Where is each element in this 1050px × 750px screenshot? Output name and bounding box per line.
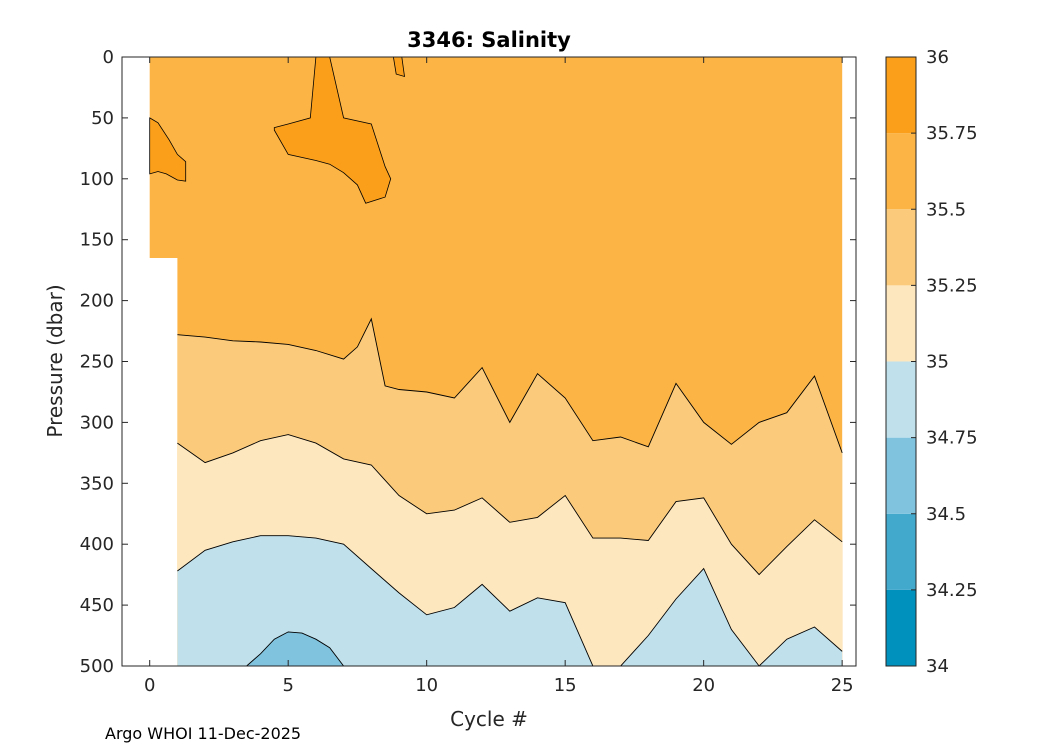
- footer-credit: Argo WHOI 11-Dec-2025: [105, 724, 302, 743]
- colorbar-swatch: [886, 589, 916, 666]
- colorbar-swatch: [886, 133, 916, 210]
- band-35.75-36-patch: [273, 56, 392, 204]
- y-tick-label: 450: [80, 595, 114, 616]
- colorbar-swatch: [886, 513, 916, 590]
- x-tick-label: 5: [282, 675, 293, 696]
- y-tick-label: 200: [80, 291, 114, 312]
- colorbar-tick-label: 34.75: [926, 428, 978, 449]
- contour-line: [177, 535, 843, 667]
- y-tick-label: 50: [91, 108, 114, 129]
- band-34.75-35: [177, 535, 843, 666]
- plot-region: [122, 56, 856, 667]
- colorbar-swatch: [886, 361, 916, 438]
- y-tick-label: 250: [80, 352, 114, 373]
- colorbar-tick-label: 36: [926, 47, 949, 68]
- x-tick-label: 10: [415, 675, 438, 696]
- y-tick-label: 0: [103, 47, 114, 68]
- colorbar-tick-label: 35.25: [926, 275, 978, 296]
- y-tick-label: 400: [80, 534, 114, 555]
- colorbar-tick-label: 35.75: [926, 123, 978, 144]
- colorbar-tick-label: 34.25: [926, 580, 978, 601]
- contour-line: [177, 434, 843, 576]
- chart-title: 3346: Salinity: [407, 28, 571, 52]
- contour-line: [177, 317, 843, 454]
- x-tick-label: 20: [692, 675, 715, 696]
- colorbar-tick-label: 34: [926, 656, 949, 677]
- band-34.5-34.75-pocket: [246, 631, 344, 666]
- y-tick-label: 350: [80, 473, 114, 494]
- x-tick-label: 0: [144, 675, 155, 696]
- x-axis-label: Cycle #: [450, 707, 528, 731]
- colorbar-swatch: [886, 57, 916, 134]
- colorbar: 34 34.25 34.5 34.75 35 35.25 35.5 35.75 36: [885, 47, 978, 677]
- band-35.75-36-patch: [149, 117, 187, 182]
- colorbar-tick-label: 35: [926, 352, 949, 373]
- y-tick-label: 500: [80, 656, 114, 677]
- colorbar-tick-label: 34.5: [926, 504, 966, 525]
- x-tick-label: 15: [554, 675, 577, 696]
- colorbar-swatch: [886, 285, 916, 362]
- colorbar-tick-label: 35.5: [926, 199, 966, 220]
- x-tick-label: 25: [831, 675, 854, 696]
- colorbar-swatch: [886, 209, 916, 286]
- y-axis-label: Pressure (dbar): [43, 284, 67, 437]
- contour-line: [246, 631, 344, 667]
- y-tick-label: 300: [80, 412, 114, 433]
- colorbar-swatch: [886, 437, 916, 514]
- y-tick-label: 150: [80, 230, 114, 251]
- y-tick-label: 100: [80, 169, 114, 190]
